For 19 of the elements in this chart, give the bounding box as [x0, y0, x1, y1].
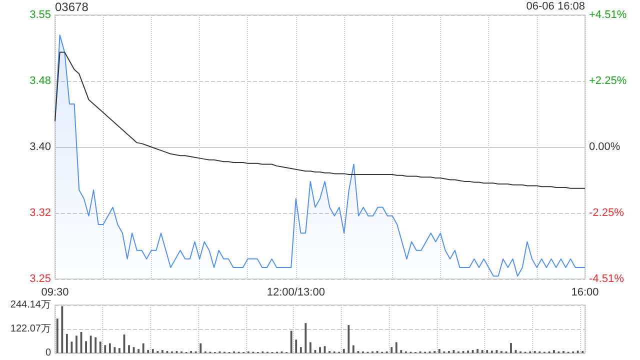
x-tick-label: 09:30	[41, 286, 69, 298]
y-tick-label: 3.32	[30, 207, 51, 220]
y2-tick-label: 0.00%	[589, 141, 620, 153]
y-tick-label: 244.14万	[10, 300, 51, 310]
y2-tick-label: +4.51%	[589, 9, 627, 21]
text: 06-06 16:08	[526, 0, 585, 12]
x-tick-label: 12:00/13:00	[266, 286, 325, 298]
y2-tick-label: -4.51%	[589, 273, 624, 285]
y2-tick-label: +2.25%	[589, 75, 627, 87]
y-tick-label: 122.07万	[10, 324, 51, 334]
y-tick-label: 3.55	[30, 9, 51, 21]
y2-tick-label: -2.25%	[589, 207, 624, 219]
y-tick-label: 3.25	[30, 273, 51, 285]
x-tick-label: 16:00	[571, 286, 599, 298]
y-tick-label: 3.48	[30, 74, 51, 87]
line-series	[54, 52, 586, 189]
y-tick-label: 3.40	[30, 141, 51, 153]
chart-title: 03678	[55, 0, 89, 14]
y-tick-label: 0	[45, 348, 52, 358]
